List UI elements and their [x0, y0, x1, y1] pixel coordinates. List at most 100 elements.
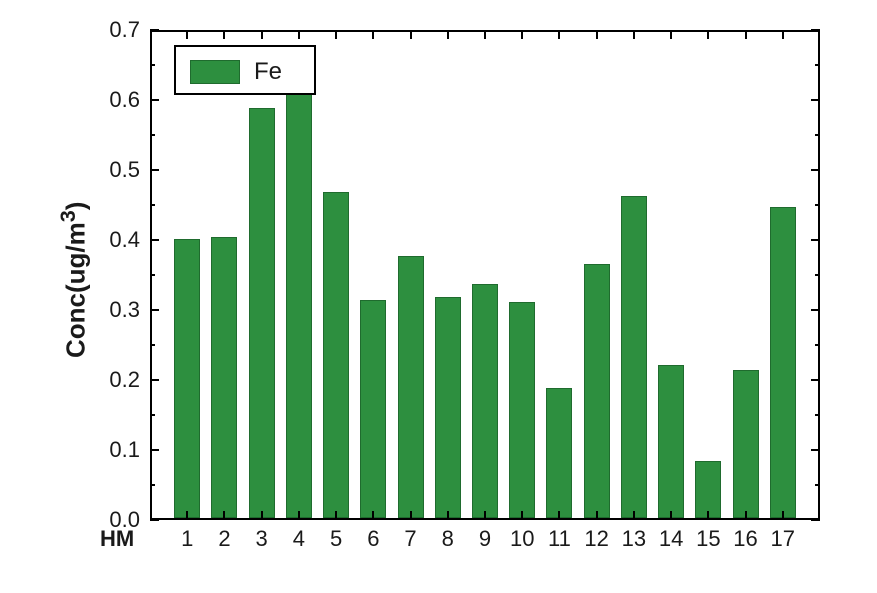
x-tick-label: 17: [771, 526, 795, 552]
bar: [174, 239, 200, 518]
y-tick-label: 0.2: [95, 367, 140, 393]
x-tick: [521, 30, 523, 39]
y-tick-label: 0.0: [95, 507, 140, 533]
y-tick-major: [150, 449, 159, 451]
y-tick-minor: [815, 204, 820, 206]
y-tick-minor: [150, 64, 155, 66]
x-tick-label: 2: [218, 526, 230, 552]
x-tick: [782, 30, 784, 39]
x-tick: [484, 30, 486, 39]
x-tick: [558, 30, 560, 39]
x-tick: [633, 511, 635, 520]
x-tick: [596, 511, 598, 520]
x-tick: [335, 30, 337, 39]
y-tick-label: 0.7: [95, 17, 140, 43]
x-tick-label: 14: [659, 526, 683, 552]
bar: [323, 192, 349, 518]
y-tick-label: 0.5: [95, 157, 140, 183]
x-tick: [745, 511, 747, 520]
y-tick-label: 0.1: [95, 437, 140, 463]
x-tick-label: 1: [181, 526, 193, 552]
x-tick: [186, 511, 188, 520]
bar: [770, 207, 796, 518]
legend-label: Fe: [254, 58, 282, 86]
legend-swatch: [190, 60, 240, 84]
x-tick-label: 12: [584, 526, 608, 552]
x-tick: [707, 30, 709, 39]
x-tick-label: 15: [696, 526, 720, 552]
bar: [249, 108, 275, 518]
y-tick-major: [811, 29, 820, 31]
y-tick-major: [811, 519, 820, 521]
x-tick-label: 8: [442, 526, 454, 552]
x-tick: [261, 511, 263, 520]
x-tick: [335, 511, 337, 520]
x-tick-label: 10: [510, 526, 534, 552]
y-tick-label: 0.6: [95, 87, 140, 113]
bar: [695, 461, 721, 518]
x-tick: [410, 511, 412, 520]
x-tick: [633, 30, 635, 39]
x-tick: [372, 511, 374, 520]
bar: [509, 302, 535, 518]
y-tick-major: [811, 379, 820, 381]
y-tick-major: [150, 239, 159, 241]
bar: [398, 256, 424, 518]
x-tick-label: 9: [479, 526, 491, 552]
y-tick-major: [811, 309, 820, 311]
x-tick: [447, 511, 449, 520]
bar: [286, 94, 312, 518]
plot-area: [150, 30, 820, 520]
x-tick-label: 4: [293, 526, 305, 552]
x-tick: [745, 30, 747, 39]
y-tick-major: [811, 169, 820, 171]
x-tick: [186, 30, 188, 39]
x-tick: [298, 511, 300, 520]
x-tick-label: 3: [256, 526, 268, 552]
x-tick: [670, 30, 672, 39]
x-tick-label: 13: [622, 526, 646, 552]
x-tick: [261, 30, 263, 39]
x-tick-label: 7: [404, 526, 416, 552]
y-tick-minor: [815, 344, 820, 346]
y-tick-minor: [815, 64, 820, 66]
x-tick-label: 5: [330, 526, 342, 552]
x-tick: [410, 30, 412, 39]
bar: [435, 297, 461, 518]
bar: [211, 237, 237, 518]
y-tick-major: [150, 29, 159, 31]
y-tick-major: [811, 239, 820, 241]
y-tick-minor: [815, 414, 820, 416]
x-tick-label: 6: [367, 526, 379, 552]
y-tick-minor: [150, 414, 155, 416]
y-tick-minor: [815, 134, 820, 136]
x-tick: [782, 511, 784, 520]
x-tick: [372, 30, 374, 39]
bar: [733, 370, 759, 518]
x-tick: [223, 30, 225, 39]
y-tick-major: [150, 519, 159, 521]
x-tick: [707, 511, 709, 520]
y-axis-label: Conc(ug/m3): [55, 202, 92, 358]
y-tick-minor: [150, 274, 155, 276]
bar: [546, 388, 572, 518]
bar: [584, 264, 610, 518]
x-tick: [298, 30, 300, 39]
x-tick: [223, 511, 225, 520]
y-tick-major: [811, 449, 820, 451]
y-tick-major: [150, 169, 159, 171]
bar-chart: Conc(ug/m3) HM Fe 0.00.10.20.30.40.50.60…: [0, 0, 877, 593]
x-tick: [484, 511, 486, 520]
y-tick-label: 0.3: [95, 297, 140, 323]
x-tick: [558, 511, 560, 520]
y-tick-minor: [150, 204, 155, 206]
x-tick: [447, 30, 449, 39]
x-tick-label: 11: [548, 526, 571, 552]
y-tick-major: [150, 379, 159, 381]
x-tick-label: 16: [733, 526, 757, 552]
y-tick-major: [150, 309, 159, 311]
bar: [621, 196, 647, 518]
legend: Fe: [174, 45, 316, 95]
bar: [360, 300, 386, 518]
y-tick-major: [811, 99, 820, 101]
